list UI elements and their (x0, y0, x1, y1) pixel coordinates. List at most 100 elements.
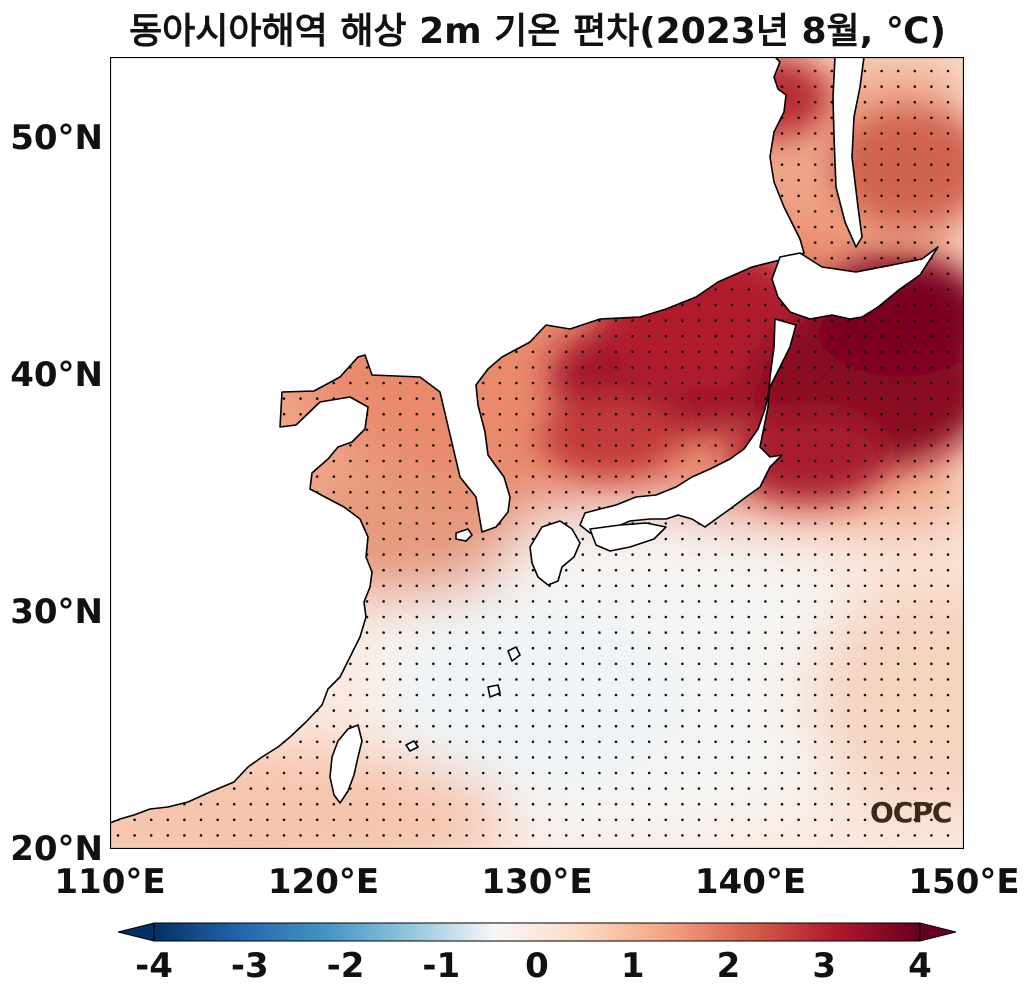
significance-dot (730, 818, 734, 822)
significance-dot (498, 678, 502, 681)
significance-dot (581, 678, 585, 681)
significance-dot (863, 537, 867, 541)
significance-dot (797, 366, 800, 369)
significance-dot (830, 319, 834, 322)
significance-dot (564, 397, 568, 400)
significance-dot (863, 600, 867, 603)
significance-dot (564, 334, 568, 338)
significance-dot (946, 693, 950, 697)
significance-dot (531, 678, 535, 681)
significance-dot (614, 787, 618, 790)
significance-dot (531, 490, 535, 494)
significance-dot (830, 740, 834, 744)
significance-dot (913, 178, 917, 182)
significance-dot (946, 288, 950, 291)
significance-dot (365, 381, 369, 385)
significance-dot (797, 334, 800, 338)
significance-dot (930, 444, 933, 447)
significance-dot (730, 381, 734, 385)
significance-dot (614, 724, 618, 728)
significance-dot (598, 444, 601, 447)
significance-dot (930, 319, 933, 322)
significance-dot (614, 428, 618, 432)
significance-dot (515, 693, 518, 697)
significance-dot (880, 568, 883, 572)
significance-dot (664, 771, 668, 775)
significance-dot (681, 662, 684, 666)
significance-dot (183, 818, 186, 822)
significance-dot (548, 693, 551, 697)
significance-dot (581, 475, 585, 478)
significance-dot (863, 568, 867, 572)
significance-dot (730, 412, 734, 416)
significance-dot (913, 724, 917, 728)
significance-dot (714, 288, 717, 291)
significance-dot (448, 615, 452, 619)
significance-dot (398, 428, 402, 432)
significance-dot (863, 132, 867, 135)
significance-dot (847, 475, 850, 478)
significance-dot (631, 334, 634, 338)
significance-dot (564, 802, 568, 806)
significance-dot (631, 319, 634, 322)
significance-dot (830, 334, 834, 338)
significance-dot (913, 194, 917, 198)
significance-dot (614, 631, 618, 634)
significance-dot (382, 771, 385, 775)
significance-dot (847, 678, 850, 681)
significance-dot (382, 709, 385, 712)
significance-dot (382, 475, 385, 478)
significance-dot (531, 522, 535, 525)
significance-dot (764, 600, 767, 603)
significance-dot (432, 522, 435, 525)
significance-dot (282, 787, 286, 790)
significance-dot (299, 397, 302, 400)
significance-dot (830, 771, 834, 775)
significance-dot (764, 615, 767, 619)
significance-dot (847, 631, 850, 634)
significance-dot (946, 459, 950, 463)
significance-dot (515, 428, 518, 432)
significance-dot (564, 724, 568, 728)
significance-dot (531, 600, 535, 603)
significance-dot (548, 756, 551, 759)
significance-dot (365, 678, 369, 681)
significance-dot (830, 756, 834, 759)
significance-dot (780, 147, 784, 151)
significance-dot (730, 288, 734, 291)
significance-dot (382, 522, 385, 525)
jeju-island (455, 528, 473, 542)
significance-dot (813, 412, 817, 416)
significance-dot (614, 490, 618, 494)
significance-dot (481, 662, 485, 666)
significance-dot (631, 802, 634, 806)
significance-dot (764, 272, 767, 276)
significance-dot (830, 459, 834, 463)
significance-dot (481, 412, 485, 416)
significance-dot (614, 334, 618, 338)
significance-dot (930, 272, 933, 276)
significance-dot (498, 818, 502, 822)
significance-dot (249, 802, 253, 806)
significance-dot (930, 241, 933, 244)
significance-dot (365, 522, 369, 525)
significance-dot (730, 834, 734, 837)
significance-dot (880, 428, 883, 432)
significance-dot (647, 428, 651, 432)
significance-dot (382, 615, 385, 619)
significance-dot (481, 568, 485, 572)
significance-dot (863, 225, 867, 229)
significance-dot (498, 553, 502, 556)
significance-dot (415, 724, 419, 728)
significance-dot (863, 740, 867, 744)
significance-dot (930, 100, 933, 104)
significance-dot (930, 381, 933, 385)
significance-dot (797, 506, 800, 510)
significance-dot (913, 397, 917, 400)
significance-dot (531, 444, 535, 447)
significance-dot (730, 522, 734, 525)
significance-dot (730, 537, 734, 541)
ocpc-logo: OCPC (870, 796, 952, 829)
significance-dot (448, 475, 452, 478)
significance-dot (847, 662, 850, 666)
